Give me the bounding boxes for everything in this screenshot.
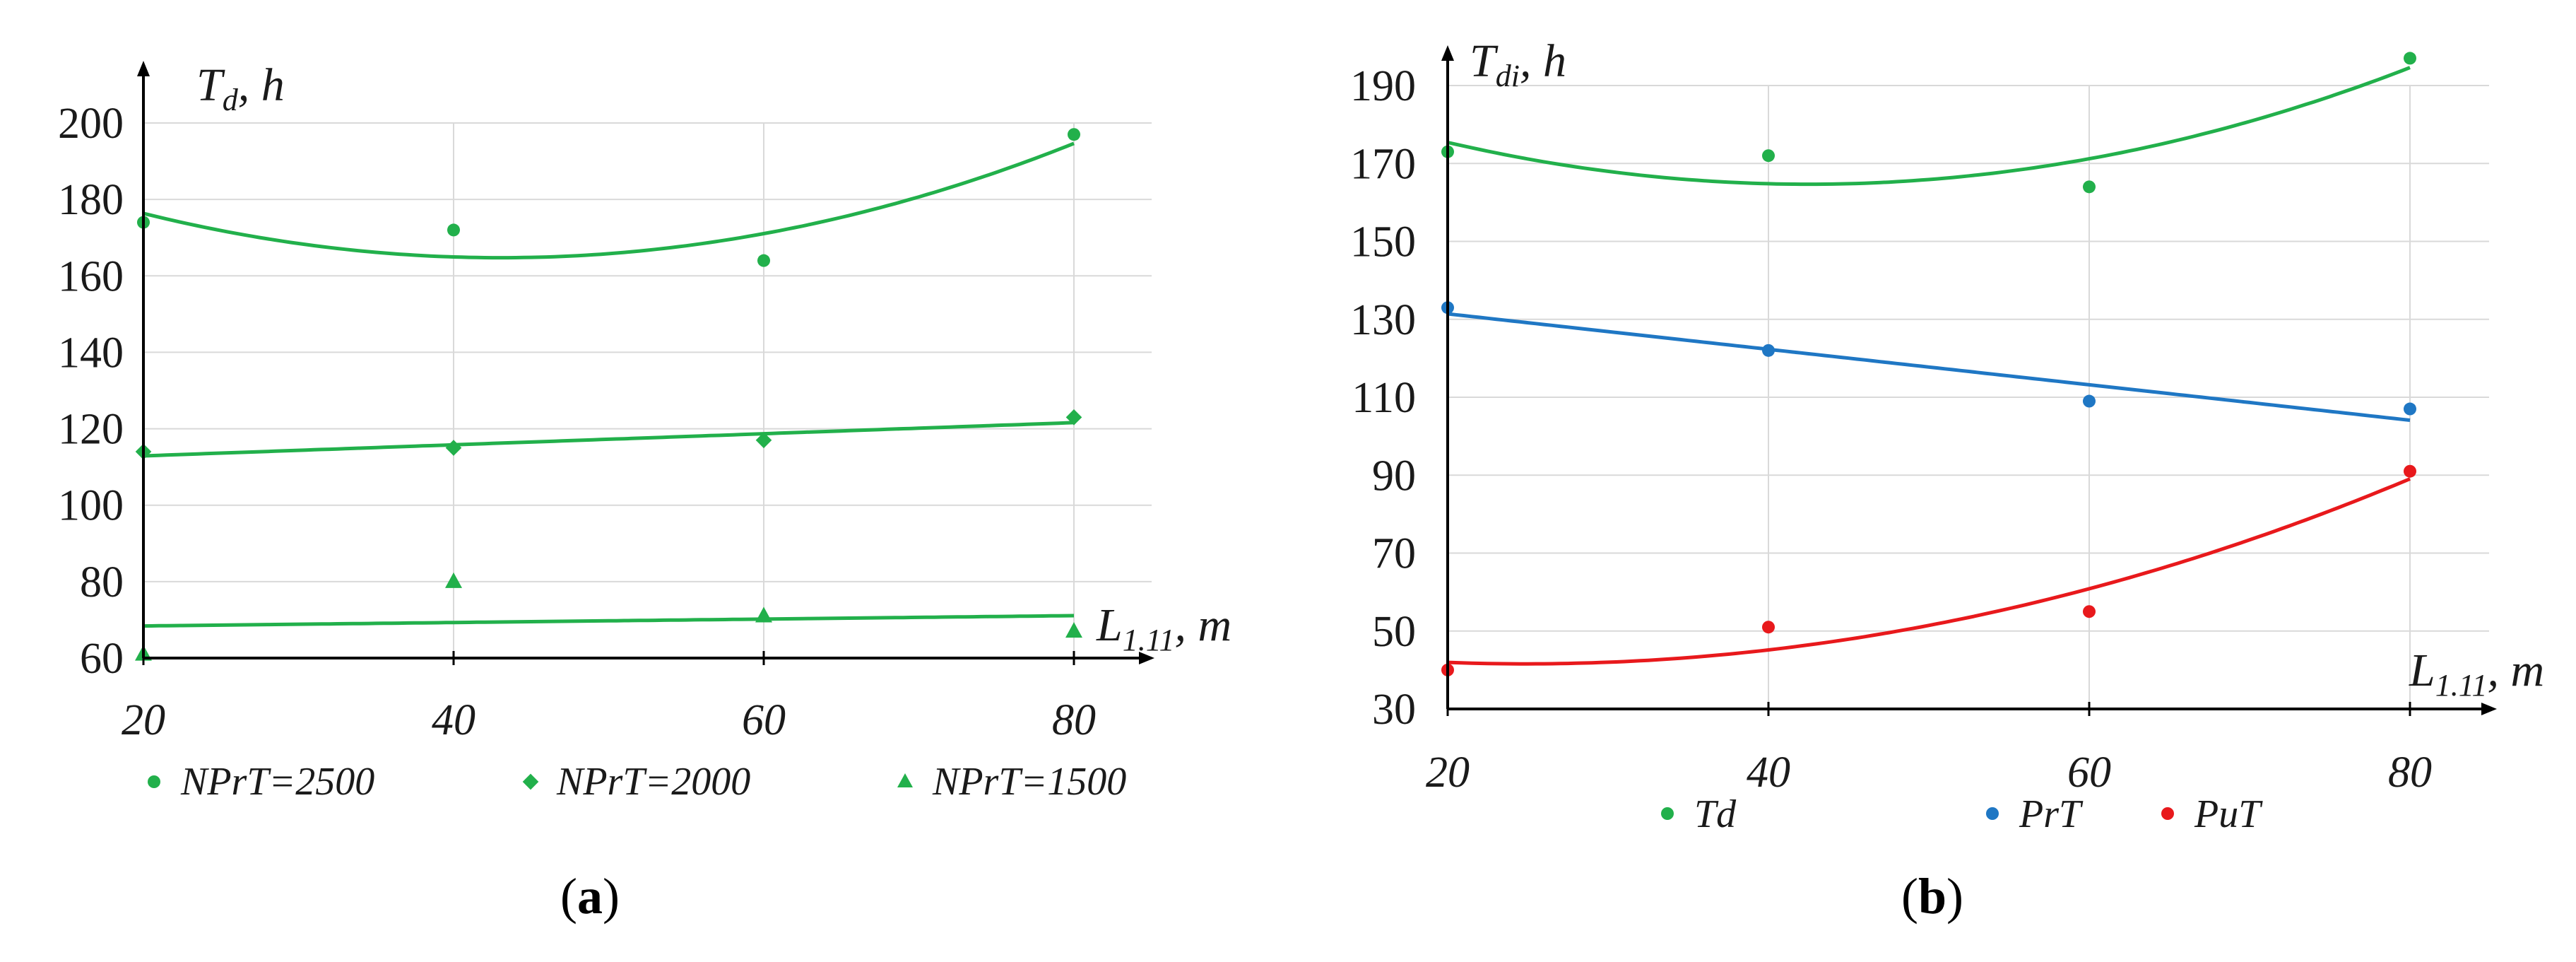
- y-tick-label: 110: [1352, 374, 1416, 422]
- trendline-put: [1447, 477, 2411, 666]
- legend-label-nprt-1500: NPrT=1500: [932, 760, 1126, 804]
- data-point-nprt-2500: [447, 223, 460, 237]
- y-tick-label: 180: [58, 176, 124, 224]
- trendline-nprt-2000: [143, 421, 1075, 458]
- trendline-nprt-1500: [143, 614, 1075, 628]
- chart-b-x-axis-label: L1.11, m: [2409, 645, 2544, 703]
- y-tick-label: 160: [58, 252, 124, 300]
- data-point-td: [2083, 180, 2096, 194]
- y-axis-arrow: [1441, 45, 1454, 61]
- legend-marker-circle: [148, 775, 160, 788]
- y-tick-label: 80: [80, 558, 124, 606]
- data-point-td: [1762, 149, 1775, 163]
- y-tick-label: 190: [1350, 62, 1416, 110]
- y-tick-label: 120: [58, 406, 124, 454]
- data-point-nprt-2500: [757, 254, 770, 267]
- y-tick-label: 70: [1372, 530, 1416, 578]
- x-axis-arrow: [1139, 652, 1154, 664]
- chart-a-x-axis-label: L1.11, m: [1096, 599, 1231, 657]
- data-point-nprt-2000: [445, 440, 462, 456]
- y-tick-label: 30: [1372, 686, 1416, 734]
- x-axis-arrow: [2481, 703, 2497, 715]
- data-point-nprt-1500: [1065, 622, 1082, 638]
- x-tick-label: 40: [1747, 749, 1790, 797]
- legend-label-td: Td: [1694, 792, 1737, 836]
- chart-a-y-axis-label: Td, h: [196, 59, 285, 117]
- x-tick-label: 40: [432, 696, 475, 744]
- y-tick-label: 200: [58, 100, 124, 148]
- y-tick-label: 150: [1350, 218, 1416, 266]
- data-point-nprt-2000: [1065, 409, 1082, 426]
- panel-label-a: (a): [560, 868, 620, 925]
- data-point-nprt-2000: [755, 432, 772, 449]
- y-tick-label: 50: [1372, 608, 1416, 656]
- data-point-nprt-1500: [755, 606, 772, 623]
- legend-label-prt: PrT: [2019, 792, 2084, 836]
- legend-label-nprt-2000: NPrT=2000: [556, 760, 750, 804]
- legend-label-put: PuT: [2194, 792, 2263, 836]
- legend-marker-triangle: [897, 773, 913, 787]
- data-point-prt: [1762, 344, 1775, 357]
- data-point-put: [1762, 621, 1775, 634]
- chart-b-y-axis-label: Tdi, h: [1470, 35, 1566, 93]
- chart-a: 60 80 100 120 140 160 180 200 20 40 60 80 Td, h L1.…: [58, 59, 1231, 925]
- y-tick-label: 90: [1372, 452, 1416, 500]
- chart-b-legend: Td PrT PuT: [1661, 792, 2263, 836]
- data-point-prt: [2404, 402, 2416, 416]
- x-tick-label: 60: [742, 696, 786, 744]
- x-tick-label: 20: [122, 696, 165, 744]
- y-tick-label: 100: [58, 482, 124, 530]
- x-tick-label: 60: [2067, 749, 2111, 797]
- y-tick-label: 130: [1350, 296, 1416, 344]
- legend-marker-td: [1661, 807, 1674, 820]
- trendline-prt: [1447, 312, 2411, 422]
- chart-a-legend: NPrT=2500 NPrT=2000 NPrT=1500: [148, 760, 1126, 804]
- data-point-nprt-2500: [1068, 128, 1080, 141]
- legend-marker-diamond: [522, 773, 539, 790]
- data-point-prt: [2083, 394, 2096, 408]
- data-point-put: [2083, 605, 2096, 618]
- y-tick-label: 60: [80, 635, 124, 683]
- y-tick-label: 140: [58, 329, 124, 377]
- data-point-nprt-1500: [445, 572, 462, 588]
- data-point-put: [2404, 464, 2416, 478]
- y-tick-label: 170: [1350, 140, 1416, 188]
- y-axis-arrow: [137, 61, 150, 76]
- x-tick-label: 80: [2388, 749, 2432, 797]
- chart-b: 30 50 70 90 110 130 150 170 190 20 40 60 80 Tdi, h L…: [1350, 35, 2544, 925]
- legend-marker-prt: [1986, 807, 1999, 820]
- panel-label-b: (b): [1901, 868, 1963, 925]
- trendline-td: [1447, 66, 2411, 187]
- legend-marker-put: [2161, 807, 2174, 820]
- x-tick-label: 80: [1052, 696, 1096, 744]
- data-point-td: [2404, 52, 2416, 65]
- x-tick-label: 20: [1426, 749, 1470, 797]
- trendline-nprt-2500: [143, 141, 1075, 260]
- legend-label-nprt-2500: NPrT=2500: [180, 760, 374, 804]
